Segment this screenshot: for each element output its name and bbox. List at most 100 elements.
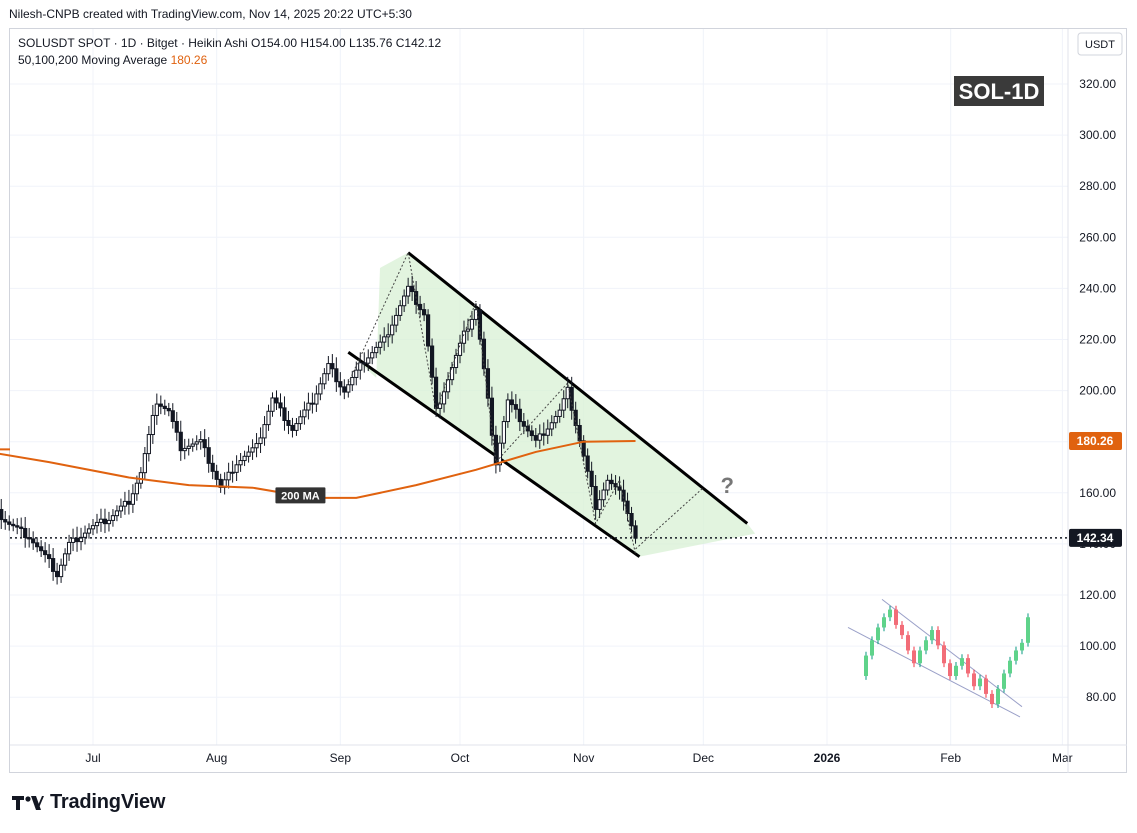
chart-axes: 320.00 300.00 280.00 260.00 240.00 220.00 200.… xyxy=(10,29,1127,773)
candle-body xyxy=(625,500,630,514)
inset-candle-body xyxy=(1020,642,1024,651)
candle-body xyxy=(497,442,502,466)
candle-body xyxy=(585,455,590,472)
candle-body xyxy=(242,455,247,462)
candle-body xyxy=(597,499,602,510)
candle-body xyxy=(553,415,558,424)
candle-body xyxy=(62,553,68,566)
inset-candle-body xyxy=(888,609,892,618)
candle-body xyxy=(629,512,634,527)
moving-average-line: 50,100,200 Moving Average 180.26 xyxy=(18,52,441,69)
candle-body xyxy=(561,398,566,411)
inset-candle-body xyxy=(1002,673,1006,689)
brand-name: TradingView xyxy=(50,791,166,813)
candle-body xyxy=(186,445,191,449)
inset-candle-body xyxy=(954,665,958,677)
candle-body xyxy=(557,409,562,417)
inset-candle-body xyxy=(930,630,934,641)
candle-body xyxy=(114,510,120,517)
chart-title: SOL-1D xyxy=(959,79,1040,104)
inset-candle-body xyxy=(882,617,886,628)
x-tick-label: Oct xyxy=(451,751,470,765)
candle-body xyxy=(134,482,139,495)
candle-body xyxy=(517,408,522,423)
y-tick-label: 240.00 xyxy=(1079,281,1116,295)
candle-body xyxy=(90,525,96,530)
candle-body xyxy=(485,368,491,399)
candle-body xyxy=(358,362,363,371)
moving-average-label: 50,100,200 Moving Average xyxy=(18,53,168,67)
inset-candle-body xyxy=(978,678,982,687)
candle-body xyxy=(182,447,187,452)
candle-body xyxy=(19,526,24,529)
x-tick-label: Aug xyxy=(206,751,227,765)
candle-body xyxy=(541,433,546,436)
candle-body xyxy=(473,309,479,320)
candle-body xyxy=(537,433,542,441)
candle-body xyxy=(162,405,167,410)
candle-body xyxy=(410,285,415,293)
candle-body xyxy=(106,519,112,525)
candle-body xyxy=(601,489,606,501)
inset-candle-body xyxy=(906,635,910,651)
candle-body xyxy=(278,402,283,409)
candle-body xyxy=(15,525,20,528)
candle-body xyxy=(166,408,171,412)
candle-body xyxy=(330,363,335,370)
candle-body xyxy=(334,368,339,383)
candle-body xyxy=(250,447,255,453)
candle-body xyxy=(354,369,359,378)
x-tick-label: Mar xyxy=(1052,751,1073,765)
candle-body xyxy=(122,500,128,507)
candle-body xyxy=(190,443,195,447)
candle-body xyxy=(457,342,463,356)
candle-body xyxy=(441,391,447,405)
ma-label-text: 200 MA xyxy=(281,490,320,502)
header-bar: Nilesh-CNPB created with TradingView.com… xyxy=(0,0,1137,28)
inset-candle-body xyxy=(864,655,868,677)
candle-body xyxy=(374,346,379,354)
candle-body xyxy=(306,402,311,411)
candle-body xyxy=(398,305,403,316)
candle-body xyxy=(310,402,315,405)
candle-body xyxy=(82,532,88,538)
candle-body xyxy=(549,422,554,430)
candle-body xyxy=(402,295,407,307)
x-tick-label: 2026 xyxy=(814,751,841,765)
inset-candle-body xyxy=(972,673,976,687)
x-tick-label: Nov xyxy=(573,751,594,765)
x-tick-label: Jul xyxy=(85,751,100,765)
symbol-ohlc-line: SOLUSDT SPOT · 1D · Bitget · Heikin Ashi… xyxy=(18,36,442,50)
candle-body xyxy=(130,493,135,505)
x-tick-label: Feb xyxy=(940,751,961,765)
candle-body xyxy=(214,470,219,480)
candle-body xyxy=(154,403,159,416)
candle-body xyxy=(489,397,495,436)
candle-body xyxy=(318,383,323,395)
candle-body xyxy=(118,505,124,512)
descending-channel xyxy=(347,251,756,558)
price-series xyxy=(0,275,638,585)
candle-body xyxy=(302,409,307,418)
title-badge xyxy=(954,76,1044,106)
candle-body xyxy=(0,508,4,521)
chart-overlays: 200 MA ? SOL-1D xyxy=(0,76,1068,555)
candle-body xyxy=(286,419,291,426)
y-tick-label: 200.00 xyxy=(1079,384,1116,398)
brand-logo[interactable]: TradingView xyxy=(12,791,165,814)
candle-body xyxy=(581,440,586,457)
channel-fill xyxy=(348,252,756,557)
candle-body xyxy=(3,519,8,523)
candle-body xyxy=(202,439,207,449)
currency-button[interactable] xyxy=(1077,32,1123,56)
candle-body xyxy=(378,341,383,348)
candle-body xyxy=(362,362,367,365)
candle-body xyxy=(425,314,431,347)
y-tick-label: 100.00 xyxy=(1079,639,1116,653)
inset-candle-body xyxy=(990,693,994,705)
candle-body xyxy=(461,330,467,344)
candle-body xyxy=(126,500,132,505)
candle-body xyxy=(210,462,215,472)
candle-body xyxy=(609,479,614,485)
